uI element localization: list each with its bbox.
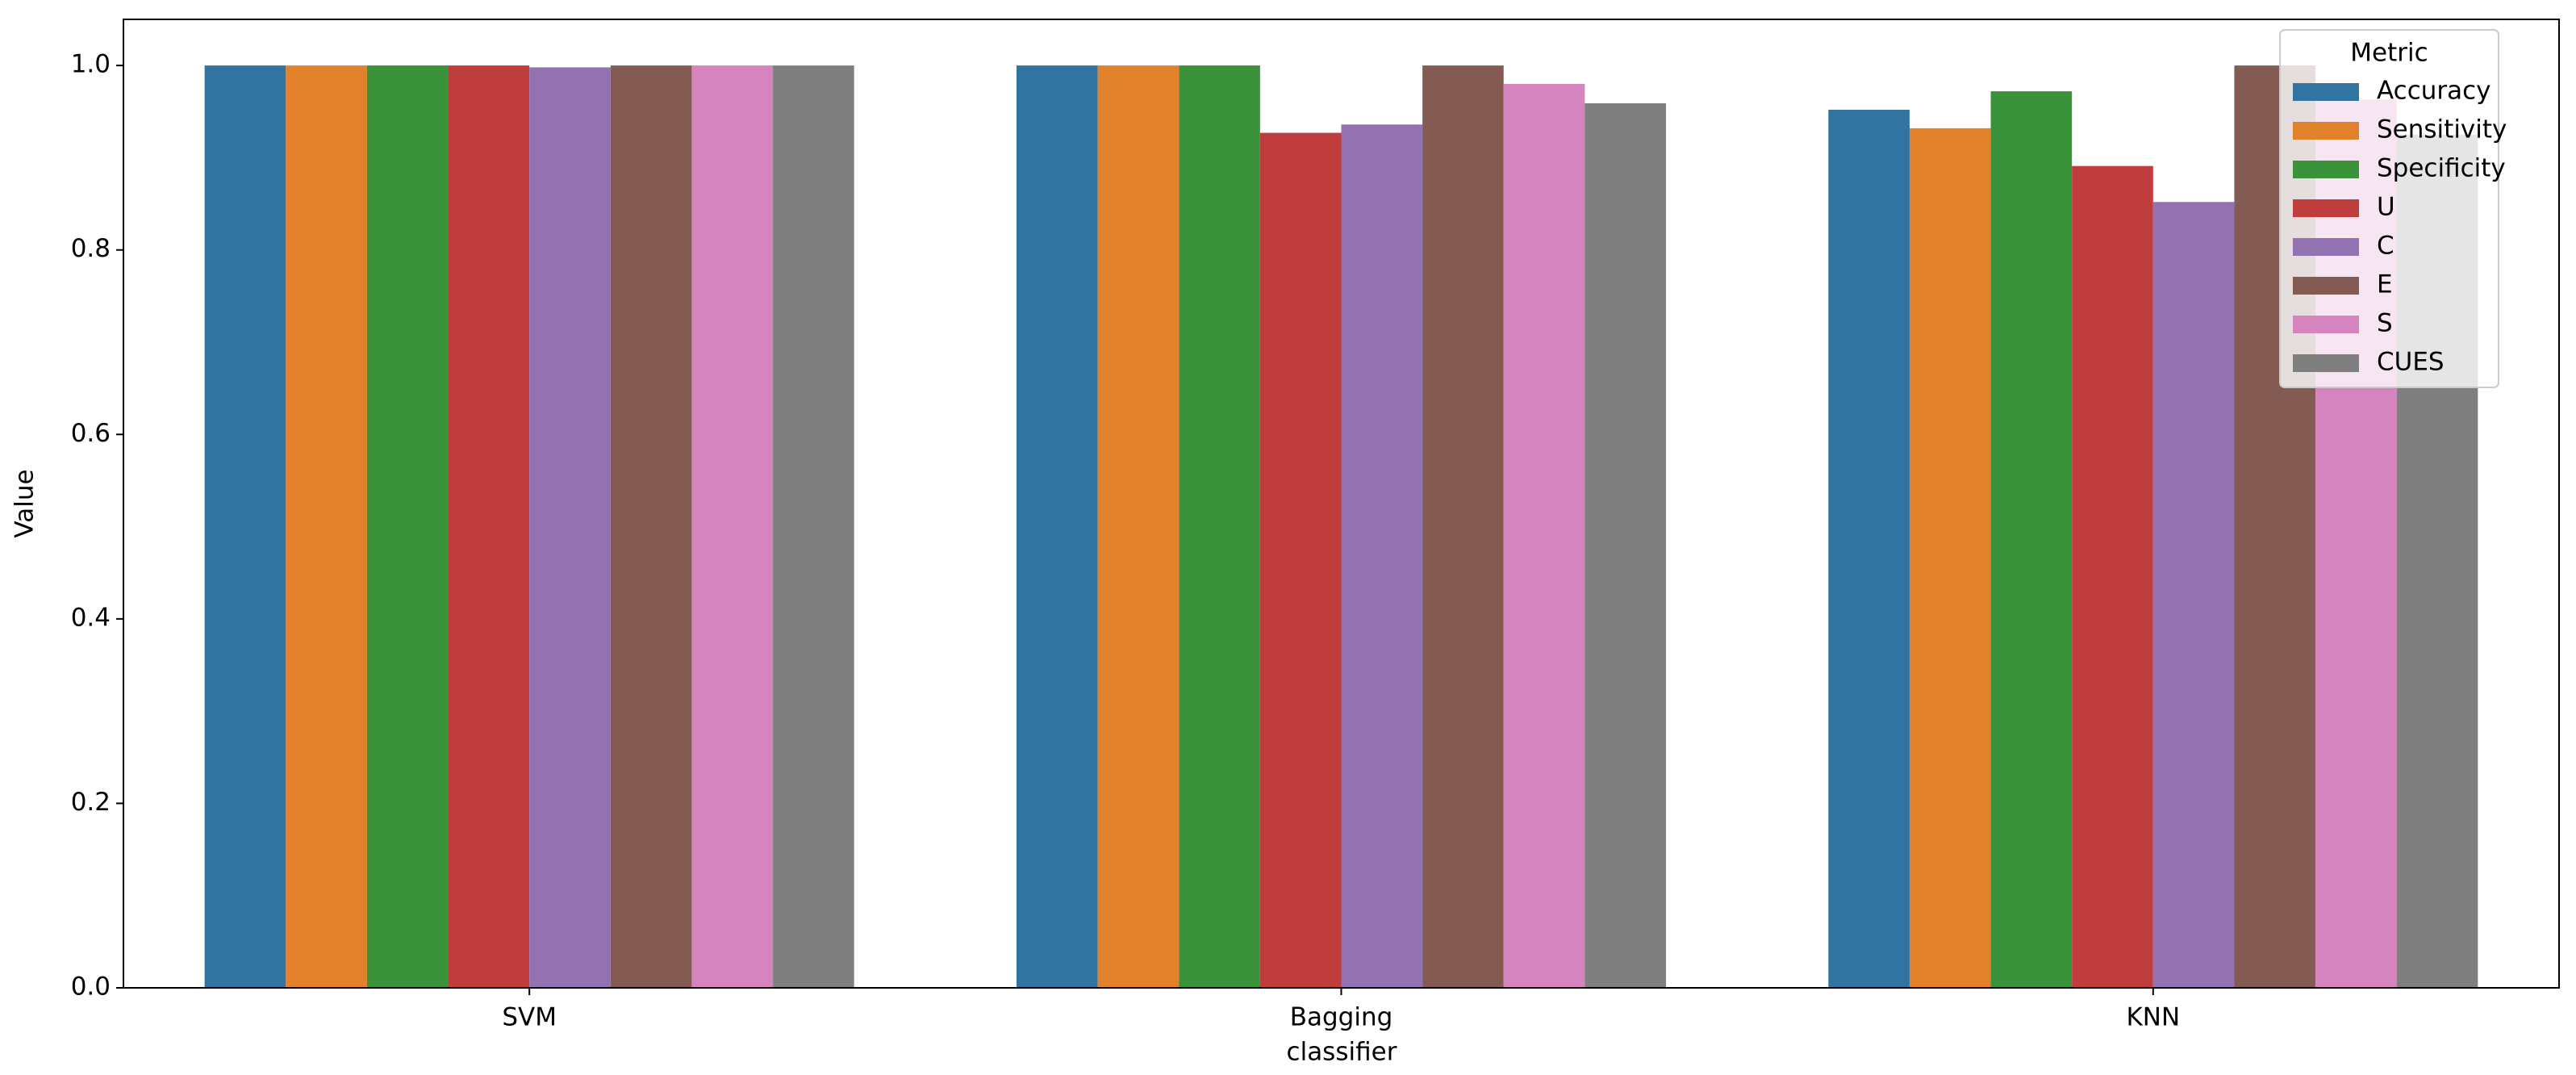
bar (1016, 65, 1098, 989)
legend-label: Sensitivity (2377, 115, 2507, 144)
legend-label: C (2377, 232, 2394, 261)
bar (691, 65, 774, 989)
legend-swatch (2293, 83, 2359, 101)
legend-label: E (2377, 270, 2393, 299)
bar (1259, 132, 1342, 989)
legend-label: Accuracy (2377, 77, 2491, 106)
bar (1097, 65, 1179, 989)
bar (529, 67, 611, 988)
legend-swatch (2293, 122, 2359, 140)
legend-swatch (2293, 199, 2359, 217)
legend-label: Specificity (2377, 154, 2506, 183)
legend-swatch (2293, 238, 2359, 256)
bar (1422, 65, 1504, 989)
bar (610, 65, 692, 989)
legend-label: S (2377, 309, 2393, 338)
y-axis-label: Value (10, 469, 40, 538)
bar (1179, 65, 1260, 989)
x-tick-label: KNN (2126, 1003, 2180, 1032)
legend-title: Metric (2350, 39, 2428, 68)
bar (204, 65, 286, 989)
x-tick-label: Bagging (1290, 1003, 1393, 1032)
legend-swatch (2293, 354, 2359, 372)
legend-swatch (2293, 277, 2359, 295)
legend-label: U (2377, 193, 2395, 222)
y-tick-label: 1.0 (71, 50, 111, 79)
legend-box (2279, 29, 2499, 388)
x-tick-label: SVM (502, 1003, 557, 1032)
bar (286, 65, 367, 989)
bar (448, 65, 530, 989)
bar (2152, 202, 2235, 989)
bar (1909, 128, 1991, 988)
bar (2072, 165, 2153, 988)
bar (1828, 110, 1910, 988)
axes-frame (123, 19, 2560, 989)
bar (1584, 103, 1667, 988)
y-tick-label: 0.2 (71, 788, 111, 817)
bar (1990, 91, 2073, 989)
y-tick-label: 0.0 (71, 973, 111, 1002)
y-tick-label: 0.4 (71, 603, 111, 632)
y-tick-label: 0.6 (71, 419, 111, 448)
legend-swatch (2293, 161, 2359, 178)
bar (366, 65, 449, 989)
bar (1503, 84, 1585, 988)
bar (773, 65, 854, 989)
legend-swatch (2293, 316, 2359, 333)
x-axis-label: classifier (1287, 1038, 1397, 1067)
legend-label: CUES (2377, 348, 2444, 377)
bar (1341, 124, 1423, 988)
y-tick-label: 0.8 (71, 234, 111, 263)
